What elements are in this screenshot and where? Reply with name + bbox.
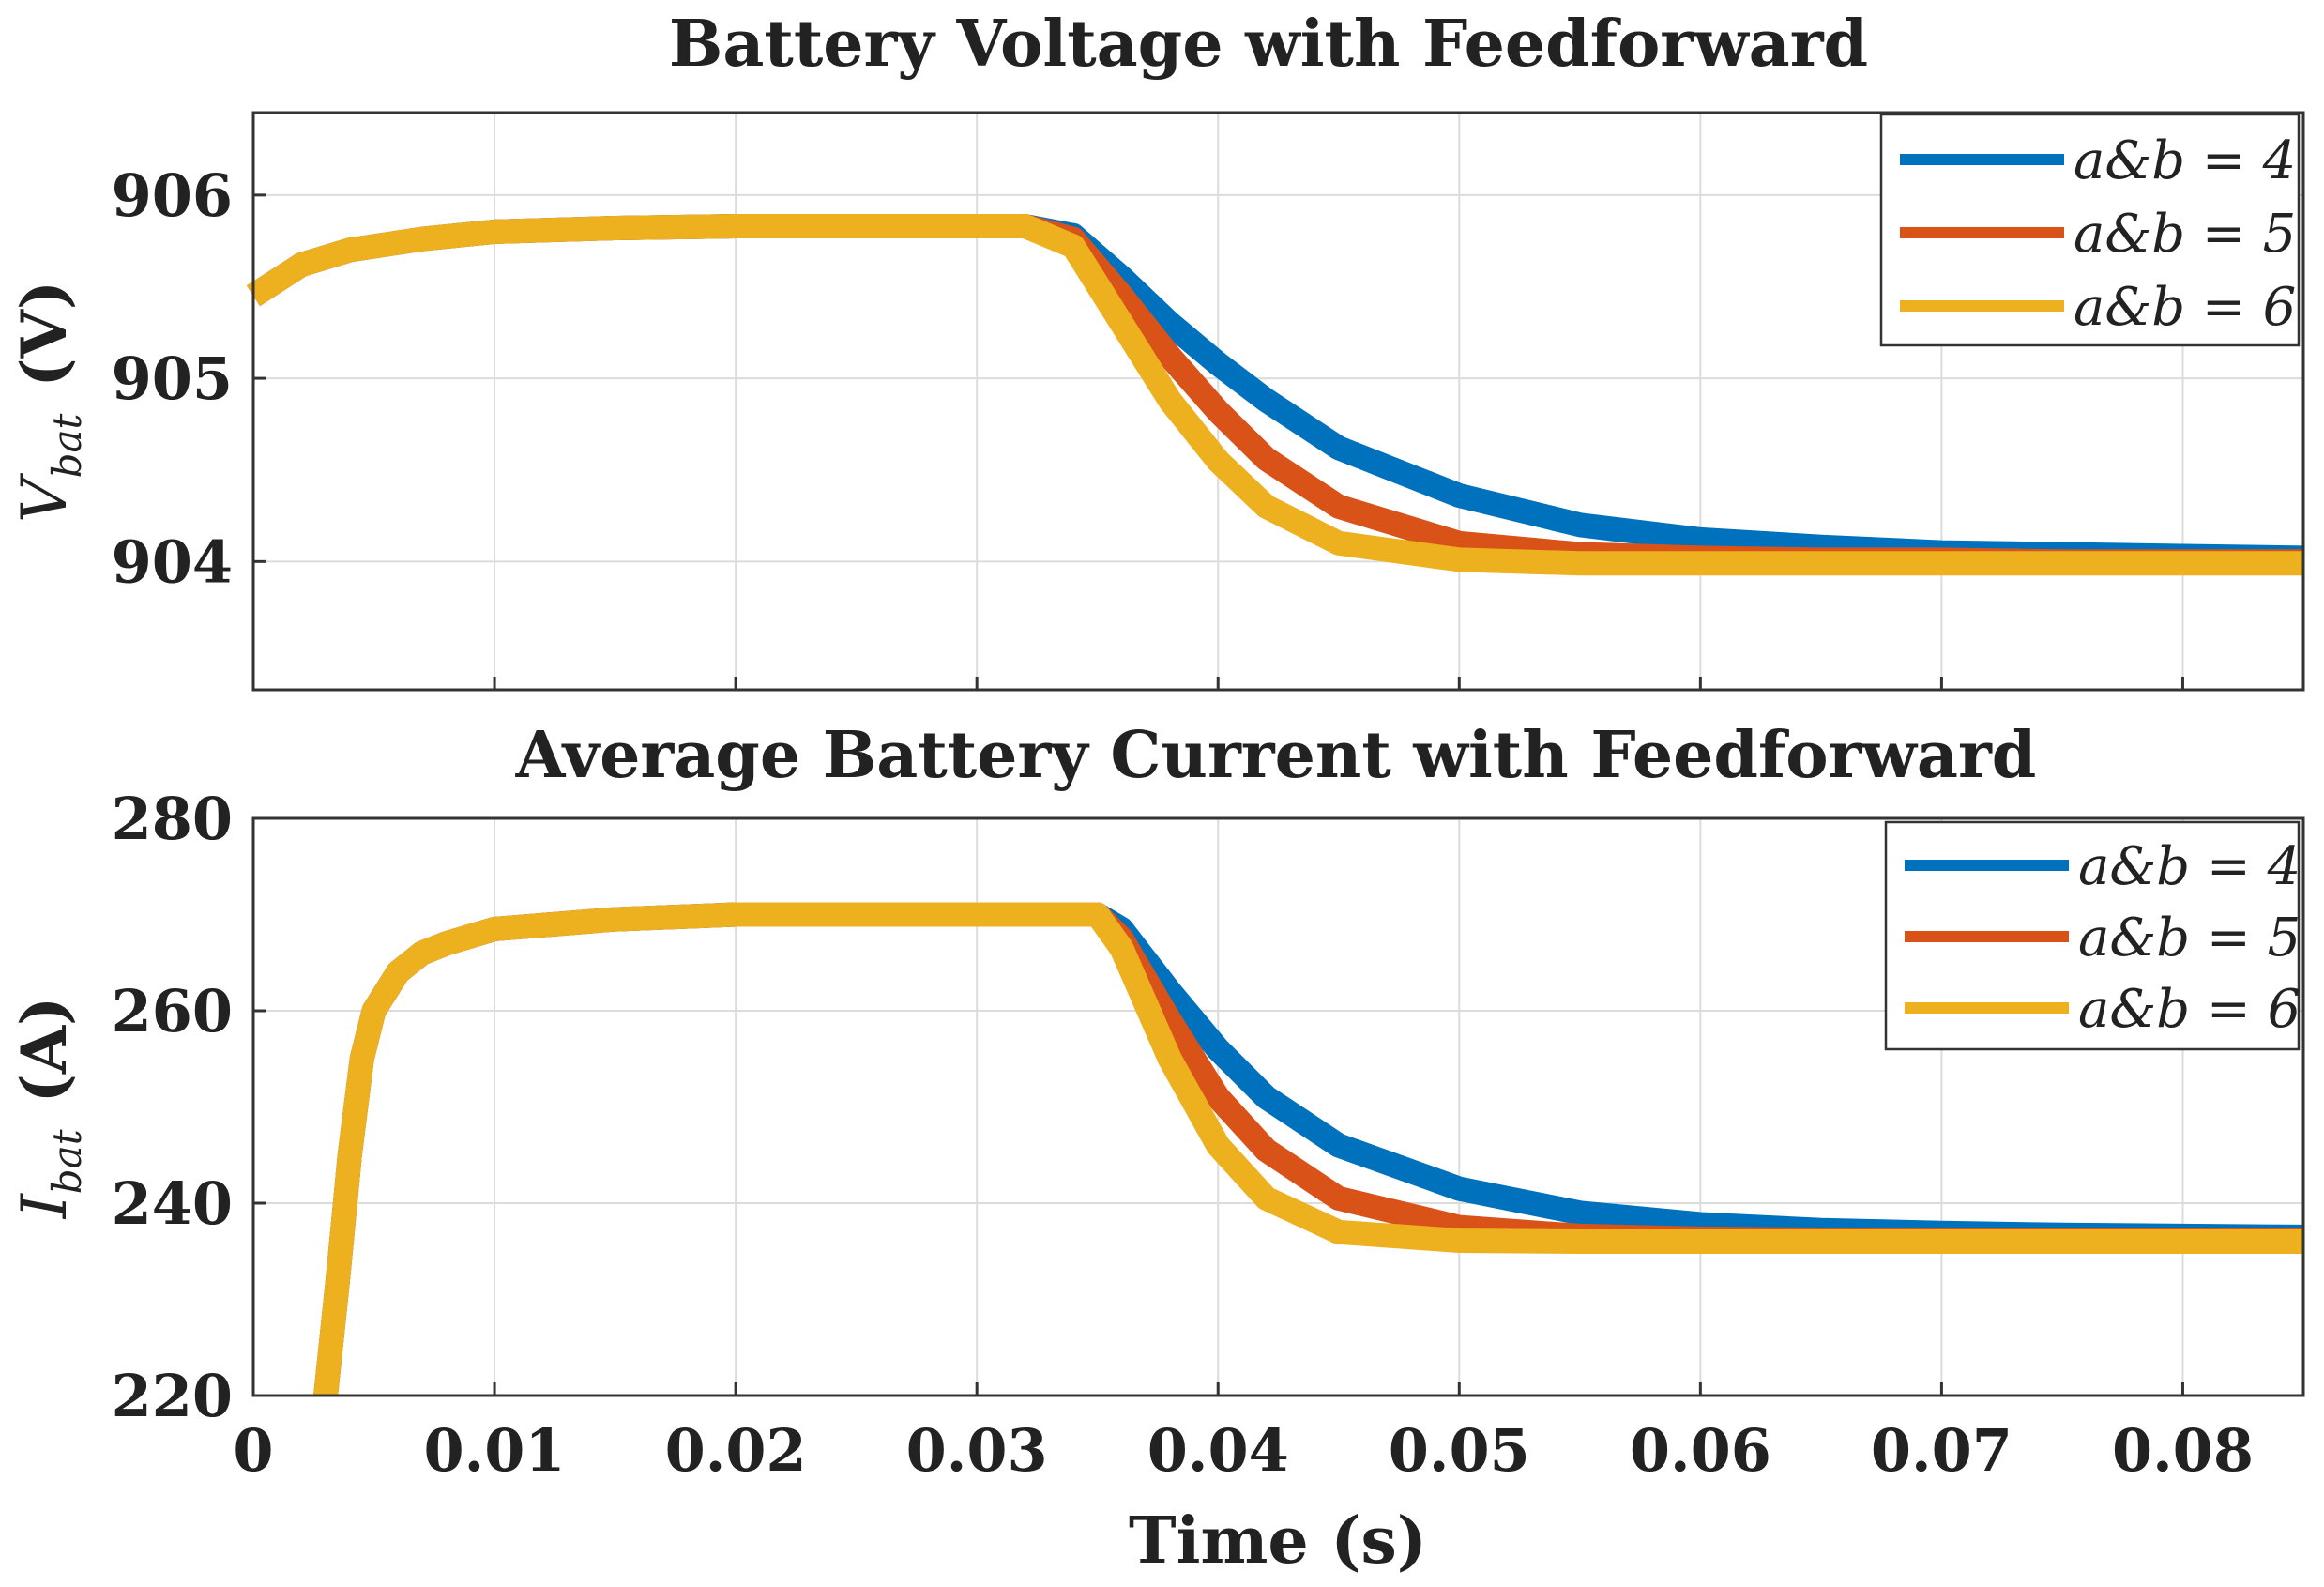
y-tick-label: 240 bbox=[112, 1169, 233, 1238]
legend-label: a&b = 4 bbox=[2073, 130, 2296, 191]
legend-label: a&b = 6 bbox=[2073, 277, 2296, 338]
current-axes-box bbox=[251, 816, 2305, 1397]
voltage-panel: Battery Voltage with Feedforward 9049059… bbox=[8, 7, 2305, 692]
legend-label: a&b = 4 bbox=[2078, 836, 2301, 897]
y-tick-label: 260 bbox=[112, 977, 233, 1045]
y-tick-label: 906 bbox=[112, 161, 233, 230]
voltage-chart-title: Battery Voltage with Feedforward bbox=[669, 7, 1868, 82]
x-tick-label: 0.08 bbox=[2112, 1416, 2254, 1485]
y-tick-label: 905 bbox=[112, 344, 233, 413]
series-line-6 bbox=[313, 902, 2303, 1397]
current-ylabel-main: I bbox=[8, 1192, 81, 1219]
current-y-axis-label: Ibat (A) bbox=[8, 997, 90, 1220]
voltage-series bbox=[246, 214, 2304, 576]
current-ylabel-sub: bat bbox=[44, 1129, 90, 1194]
svg-text:Ibat(A): Ibat (A) bbox=[8, 997, 90, 1220]
x-tick-label: 0 bbox=[233, 1416, 273, 1485]
legend-label: a&b = 6 bbox=[2078, 979, 2301, 1040]
current-panel: Average Battery Current with Feedforward… bbox=[8, 718, 2305, 1579]
legend-label: a&b = 5 bbox=[2073, 204, 2296, 265]
y-tick-label: 904 bbox=[112, 527, 233, 596]
current-series bbox=[313, 902, 2304, 1397]
x-tick-label: 0.06 bbox=[1630, 1416, 1771, 1485]
voltage-axes-box bbox=[251, 111, 2305, 692]
voltage-ticks: 904 905 906 bbox=[112, 161, 2184, 690]
x-tick-label: 0.07 bbox=[1871, 1416, 2013, 1485]
voltage-y-axis-label: Vbat (V) bbox=[8, 281, 90, 523]
y-tick-label: 220 bbox=[112, 1362, 233, 1430]
time-axis-label: Time (s) bbox=[1129, 1503, 1427, 1579]
current-ticks: 0 0.01 0.02 0.03 0.04 0.05 0.06 0.07 0.08 220 240 2… bbox=[112, 785, 2254, 1485]
voltage-ylabel-main: V bbox=[8, 472, 81, 523]
x-tick-label: 0.04 bbox=[1147, 1416, 1289, 1485]
current-legend: a&b = 4 a&b = 5 a&b = 6 bbox=[1884, 820, 2301, 1051]
legend-label: a&b = 5 bbox=[2078, 908, 2301, 969]
series-line-6 bbox=[246, 214, 2303, 576]
voltage-ylabel-sub: bat bbox=[44, 413, 90, 478]
x-tick-label: 0.03 bbox=[906, 1416, 1048, 1485]
x-tick-label: 0.02 bbox=[665, 1416, 807, 1485]
svg-text:Vbat(V): Vbat (V) bbox=[8, 281, 90, 523]
x-tick-label: 0.05 bbox=[1389, 1416, 1530, 1485]
current-chart-title: Average Battery Current with Feedforward bbox=[515, 718, 2037, 793]
voltage-legend: a&b = 4 a&b = 5 a&b = 6 bbox=[1879, 113, 2301, 347]
voltage-ylabel-unit: (V) bbox=[8, 281, 81, 388]
x-tick-label: 0.01 bbox=[424, 1416, 566, 1485]
current-ylabel-unit: (A) bbox=[8, 997, 81, 1104]
y-tick-label: 280 bbox=[112, 785, 233, 853]
